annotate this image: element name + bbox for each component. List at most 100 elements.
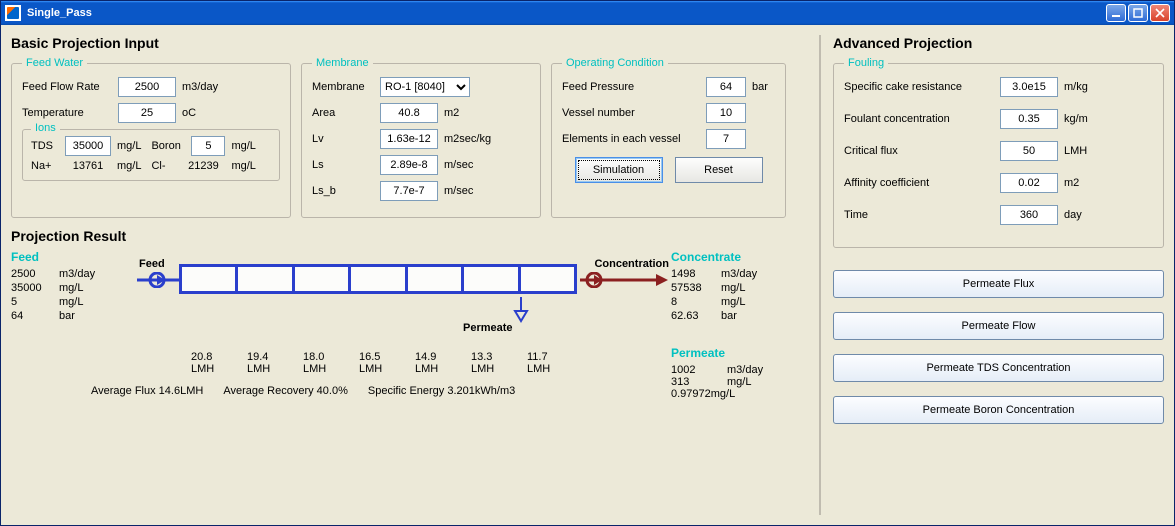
- conc-pressure-value: 62.63: [671, 310, 711, 322]
- app-icon: [5, 5, 21, 21]
- lmh-cell: 16.5LMH: [359, 351, 415, 375]
- vessel-element: [238, 267, 294, 291]
- permeate-section-label: Permeate: [671, 346, 811, 360]
- tds-input[interactable]: [65, 136, 111, 156]
- feed-boron-unit: mg/L: [59, 296, 83, 308]
- avg-flux-value: 14.6LMH: [159, 385, 204, 397]
- process-diagram: Feed Concentration Permeate: [131, 250, 671, 345]
- basic-heading: Basic Projection Input: [11, 35, 811, 51]
- lmh-value: 16.5: [359, 351, 415, 363]
- concentrate-section-label: Concentrate: [671, 250, 811, 264]
- vessel-element: [295, 267, 351, 291]
- feed-pressure-value: 64: [11, 310, 51, 322]
- lsb-input[interactable]: [380, 181, 438, 201]
- time-input[interactable]: [1000, 205, 1058, 225]
- perm-tds-value: 313: [671, 376, 717, 388]
- foulant-conc-label: Foulant concentration: [844, 113, 994, 125]
- close-button[interactable]: [1150, 4, 1170, 22]
- perm-flow-value: 1002: [671, 364, 717, 376]
- permeate-boron-button[interactable]: Permeate Boron Concentration: [833, 396, 1164, 424]
- boron-unit: mg/L: [231, 140, 255, 152]
- vessel-input[interactable]: [706, 103, 746, 123]
- vessel-element: [521, 267, 574, 291]
- cl-value: 21239: [181, 160, 225, 172]
- concentrate-arrow-icon: [580, 272, 668, 288]
- membrane-select-label: Membrane: [312, 81, 374, 93]
- permeate-tds-button[interactable]: Permeate TDS Concentration: [833, 354, 1164, 382]
- time-label: Time: [844, 209, 994, 221]
- app-window: Single_Pass Basic Projection Input Feed …: [0, 0, 1175, 526]
- diagram-conc-label: Concentration: [594, 258, 669, 270]
- lmh-unit: LMH: [303, 363, 359, 375]
- time-unit: day: [1064, 209, 1082, 221]
- feed-flow-rate-input[interactable]: [118, 77, 176, 97]
- membrane-group: Membrane Membrane RO-1 [8040] Area m2 Lv: [301, 57, 541, 218]
- permeate-arrow-icon: [511, 297, 531, 327]
- na-value: 13761: [65, 160, 111, 172]
- affinity-coef-unit: m2: [1064, 177, 1079, 189]
- ls-label: Ls: [312, 159, 374, 171]
- membrane-select[interactable]: RO-1 [8040]: [380, 77, 470, 97]
- ions-group: Ions TDS mg/L Boron mg/L Na+ 13761: [22, 129, 280, 181]
- fouling-legend: Fouling: [844, 57, 888, 69]
- cake-resistance-unit: m/kg: [1064, 81, 1088, 93]
- vessel-element: [408, 267, 464, 291]
- reset-button[interactable]: Reset: [675, 157, 763, 183]
- critical-flux-unit: LMH: [1064, 145, 1087, 157]
- lmh-unit: LMH: [471, 363, 527, 375]
- critical-flux-label: Critical flux: [844, 145, 994, 157]
- foulant-conc-input[interactable]: [1000, 109, 1058, 129]
- lmh-unit: LMH: [247, 363, 303, 375]
- lv-input[interactable]: [380, 129, 438, 149]
- operating-legend: Operating Condition: [562, 57, 668, 69]
- lmh-unit: LMH: [415, 363, 471, 375]
- foulant-conc-unit: kg/m: [1064, 113, 1088, 125]
- feed-tds-value: 35000: [11, 282, 51, 294]
- lmh-cell: 20.8LMH: [191, 351, 247, 375]
- membrane-legend: Membrane: [312, 57, 373, 69]
- conc-flow-value: 1498: [671, 268, 711, 280]
- lmh-cell: 18.0LMH: [303, 351, 359, 375]
- critical-flux-input[interactable]: [1000, 141, 1058, 161]
- feed-section-label: Feed: [11, 250, 131, 264]
- simulation-button[interactable]: Simulation: [575, 157, 663, 183]
- permeate-flux-button[interactable]: Permeate Flux: [833, 270, 1164, 298]
- cl-label: Cl-: [151, 160, 175, 172]
- operating-group: Operating Condition Feed Pressure bar Ve…: [551, 57, 786, 218]
- conc-flow-unit: m3/day: [721, 268, 757, 280]
- pressure-label: Feed Pressure: [562, 81, 700, 93]
- temperature-input[interactable]: [118, 103, 176, 123]
- elements-label: Elements in each vessel: [562, 133, 700, 145]
- titlebar: Single_Pass: [1, 1, 1174, 25]
- permeate-flow-button[interactable]: Permeate Flow: [833, 312, 1164, 340]
- avg-recovery-label: Average Recovery: [223, 385, 313, 397]
- cl-unit: mg/L: [231, 160, 255, 172]
- na-label: Na+: [31, 160, 59, 172]
- elements-input[interactable]: [706, 129, 746, 149]
- perm-tds-unit: mg/L: [727, 376, 751, 388]
- area-unit: m2: [444, 107, 459, 119]
- tds-unit: mg/L: [117, 140, 141, 152]
- avg-flux-label: Average Flux: [91, 385, 156, 397]
- cake-resistance-input[interactable]: [1000, 77, 1058, 97]
- temperature-unit: oC: [182, 107, 196, 119]
- perm-boron-unit: mg/L: [711, 388, 735, 400]
- pressure-input[interactable]: [706, 77, 746, 97]
- ls-input[interactable]: [380, 155, 438, 175]
- area-label: Area: [312, 107, 374, 119]
- affinity-coef-input[interactable]: [1000, 173, 1058, 193]
- minimize-button[interactable]: [1106, 4, 1126, 22]
- feed-pressure-unit: bar: [59, 310, 75, 322]
- conc-pressure-unit: bar: [721, 310, 737, 322]
- area-input[interactable]: [380, 103, 438, 123]
- na-unit: mg/L: [117, 160, 141, 172]
- boron-input[interactable]: [191, 136, 225, 156]
- fouling-group: Fouling Specific cake resistance m/kg Fo…: [833, 57, 1164, 248]
- vessel-element: [182, 267, 238, 291]
- vessel-element: [351, 267, 407, 291]
- cake-resistance-label: Specific cake resistance: [844, 81, 994, 93]
- affinity-coef-label: Affinity coefficient: [844, 177, 994, 189]
- maximize-button[interactable]: [1128, 4, 1148, 22]
- pressure-unit: bar: [752, 81, 768, 93]
- conc-tds-unit: mg/L: [721, 282, 745, 294]
